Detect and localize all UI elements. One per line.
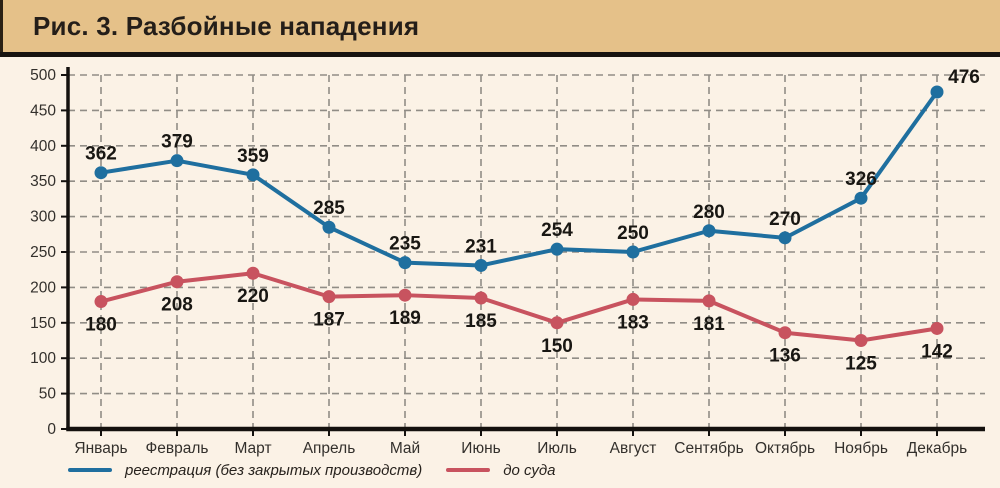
data-point (778, 326, 792, 340)
x-axis-label: Сентябрь (674, 440, 743, 457)
figure-header: Рис. 3. Разбойные нападения (0, 0, 1000, 52)
x-axis-label: Октябрь (755, 440, 815, 457)
series-line (99, 89, 939, 268)
y-axis-label: 200 (30, 279, 56, 296)
data-point (246, 266, 260, 280)
y-axis-label: 100 (30, 350, 56, 367)
data-point (246, 168, 260, 182)
data-point (854, 334, 868, 347)
data-point (930, 321, 944, 335)
data-point-label: 362 (85, 144, 117, 165)
data-point-label: 136 (769, 346, 801, 367)
x-axis-label: Январь (74, 440, 127, 457)
data-point (930, 85, 944, 99)
chart-svg: 0 50 100 150 200 250 300 350 400 450 500 Январь Февр… (30, 67, 985, 457)
chart-legend: реестрация (без закрытых производств) до… (68, 461, 556, 479)
data-point-label: 285 (313, 198, 345, 219)
x-axis-label: Февраль (146, 440, 209, 457)
y-axis-label: 350 (30, 173, 56, 190)
series-line (99, 271, 939, 343)
data-point (626, 245, 640, 259)
data-point-label: 254 (541, 220, 573, 241)
legend-swatch-blue (68, 468, 112, 472)
data-point-label: 187 (313, 310, 345, 331)
data-point-label: 183 (617, 312, 649, 333)
x-axis-label: Декабрь (907, 440, 967, 457)
chart-area: 0 50 100 150 200 250 300 350 400 450 500 Январь Февр… (0, 57, 1000, 488)
legend-label: до суда (503, 461, 556, 479)
x-axis-label: Август (610, 440, 657, 457)
data-point-label: 185 (465, 311, 497, 332)
data-point (322, 290, 336, 304)
header-divider (0, 52, 1000, 57)
data-point (854, 191, 868, 205)
data-point-label: 142 (921, 341, 953, 362)
data-point (626, 292, 640, 306)
data-point-label: 270 (769, 209, 801, 230)
data-point (778, 231, 792, 245)
y-axis-label: 450 (30, 102, 56, 119)
x-axis-label: Май (390, 440, 420, 457)
legend-item-court: до суда (446, 461, 556, 479)
data-point-label: 235 (389, 234, 421, 255)
data-point (94, 166, 108, 180)
data-point-label: 150 (541, 336, 573, 357)
data-point-label: 180 (85, 315, 117, 336)
data-point-label: 125 (845, 354, 877, 375)
x-axis-label: Июнь (461, 440, 500, 457)
data-point-label: 189 (389, 308, 421, 329)
data-point (702, 294, 716, 308)
data-point (550, 242, 564, 256)
data-point (170, 275, 184, 289)
figure-title: Рис. 3. Разбойные нападения (33, 10, 420, 41)
y-axis-label: 150 (30, 315, 56, 332)
y-axis-label: 500 (30, 67, 56, 84)
data-point (94, 295, 108, 309)
data-point-label: 476 (948, 67, 980, 88)
x-axis-label: Март (234, 440, 271, 457)
y-axis-label: 300 (30, 209, 56, 226)
x-axis-label: Июль (537, 440, 577, 457)
x-axis-label: Ноябрь (834, 440, 888, 457)
y-axis-label: 400 (30, 138, 56, 155)
data-point (322, 220, 336, 234)
data-point (474, 258, 488, 272)
x-axis-label: Апрель (303, 440, 356, 457)
y-axis-label: 250 (30, 244, 56, 261)
data-point-label: 326 (845, 169, 877, 190)
data-point (474, 291, 488, 305)
data-point-label: 250 (617, 223, 649, 244)
data-point (550, 316, 564, 330)
legend-label: реестрация (без закрытых производств) (125, 461, 423, 479)
data-point-label: 379 (161, 132, 193, 153)
data-point-label: 280 (693, 202, 725, 223)
data-point (170, 154, 184, 168)
y-axis-label: 0 (47, 421, 56, 438)
data-point-label: 231 (465, 236, 497, 257)
data-point-label: 220 (237, 286, 269, 307)
data-point (398, 256, 412, 270)
data-point-label: 181 (693, 314, 725, 335)
data-point (702, 224, 716, 238)
legend-item-registration: реестрация (без закрытых производств) (68, 462, 422, 479)
legend-swatch-red (446, 468, 491, 472)
data-point-label: 359 (237, 146, 269, 167)
data-point (398, 288, 412, 302)
y-axis-label: 50 (39, 386, 57, 403)
data-point-label: 208 (161, 295, 193, 316)
